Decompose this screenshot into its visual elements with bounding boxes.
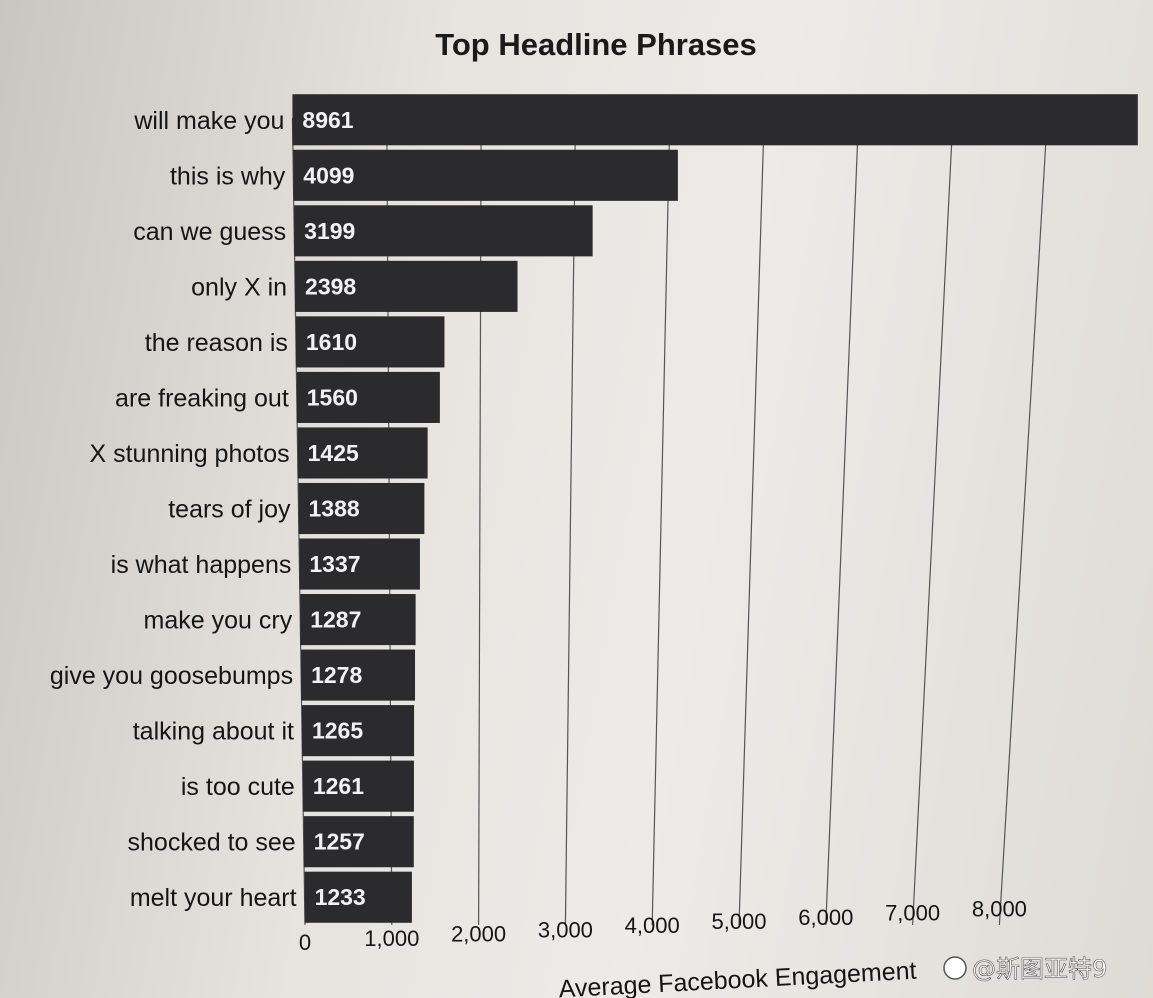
bar-11 <box>301 705 415 757</box>
value-label-9: 1287 <box>310 607 361 633</box>
bars-group <box>292 94 1138 923</box>
category-label-1: this is why <box>170 162 286 190</box>
x-tick-6: 6,000 <box>798 905 853 930</box>
gridline-6 <box>825 117 860 926</box>
category-label-5: are freaking out <box>115 384 289 412</box>
category-label-0: will make you <box>133 107 284 135</box>
value-label-7: 1388 <box>309 496 360 522</box>
bar-0 <box>292 94 1138 146</box>
category-label-11: talking about it <box>133 718 294 746</box>
category-labels: will make you this is why can we guess only… <box>50 107 297 912</box>
value-label-10: 1278 <box>311 662 362 688</box>
watermark-text: @斯图亚特9 <box>972 955 1107 983</box>
category-label-9: make you cry <box>144 607 293 635</box>
category-label-10: give you goosebumps <box>50 662 293 690</box>
x-tick-0: 0 <box>299 930 311 955</box>
value-label-2: 3199 <box>304 218 355 244</box>
bar-7 <box>298 482 425 535</box>
gridline-5 <box>738 117 765 926</box>
category-label-13: shocked to see <box>128 829 296 857</box>
bar-10 <box>301 649 416 701</box>
chart-title: Top Headline Phrases <box>435 27 757 62</box>
bar-6 <box>297 427 428 479</box>
x-tick-3: 3,000 <box>538 917 593 942</box>
bar-9 <box>300 594 416 646</box>
value-label-4: 1610 <box>306 329 357 355</box>
category-label-3: only X in <box>191 273 287 301</box>
value-label-0: 8961 <box>302 107 353 133</box>
weibo-icon <box>943 956 967 980</box>
gridline-4 <box>651 117 671 926</box>
category-label-2: can we guess <box>133 218 286 246</box>
value-labels: 8961 4099 3199 2398 1610 1560 1425 1388 1337 1287… <box>302 107 365 910</box>
value-label-6: 1425 <box>308 440 359 466</box>
bar-5 <box>296 371 440 423</box>
bar-1 <box>293 149 678 201</box>
category-label-7: tears of joy <box>168 496 291 524</box>
category-label-14: melt your heart <box>130 884 297 912</box>
bar-4 <box>295 316 445 368</box>
x-tick-1: 1,000 <box>364 926 419 951</box>
category-label-8: is what happens <box>111 551 292 579</box>
value-label-14: 1233 <box>315 884 366 910</box>
bar-3 <box>295 260 518 312</box>
value-label-5: 1560 <box>307 384 358 410</box>
value-label-11: 1265 <box>312 718 363 744</box>
category-label-12: is too cute <box>181 773 295 801</box>
x-tick-7: 7,000 <box>885 901 940 926</box>
x-tick-4: 4,000 <box>625 913 680 938</box>
value-label-3: 2398 <box>305 273 356 299</box>
value-label-13: 1257 <box>314 829 365 855</box>
value-label-1: 4099 <box>303 162 354 188</box>
x-tick-8: 8,000 <box>972 896 1027 921</box>
x-axis-label: Average Facebook Engagement <box>558 957 917 998</box>
bar-2 <box>294 205 593 257</box>
watermark: @斯图亚特9 <box>943 955 1108 983</box>
bar-13 <box>303 816 414 868</box>
value-label-12: 1261 <box>313 773 364 799</box>
gridline-7 <box>912 117 954 926</box>
bar-12 <box>302 760 414 812</box>
bar-14 <box>304 871 412 923</box>
category-label-6: X stunning photos <box>89 440 289 468</box>
x-tick-2: 2,000 <box>451 922 506 947</box>
category-label-4: the reason is <box>145 329 288 357</box>
gridline-8 <box>998 117 1048 926</box>
bar-8 <box>299 538 420 590</box>
x-tick-5: 5,000 <box>711 909 766 934</box>
x-tick-labels: 0 1,000 2,000 3,000 4,000 5,000 6,000 7,000 8,00… <box>299 896 1027 955</box>
value-label-8: 1337 <box>309 551 360 577</box>
